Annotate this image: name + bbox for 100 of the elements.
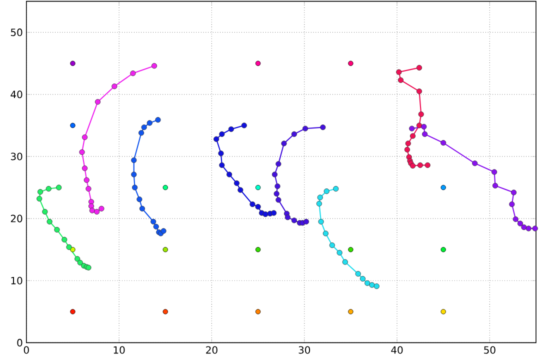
point bbox=[70, 309, 76, 314]
point bbox=[155, 117, 161, 123]
point bbox=[322, 230, 328, 236]
point bbox=[274, 190, 280, 197]
point bbox=[218, 150, 224, 156]
point bbox=[62, 236, 68, 242]
point bbox=[440, 246, 446, 252]
x-tick-label: 50 bbox=[484, 346, 496, 354]
point bbox=[472, 160, 478, 166]
point bbox=[234, 180, 240, 186]
point bbox=[517, 220, 524, 226]
point bbox=[214, 136, 220, 142]
point bbox=[492, 169, 498, 175]
point bbox=[70, 246, 76, 252]
point bbox=[416, 64, 422, 71]
point bbox=[54, 226, 60, 233]
point bbox=[409, 126, 415, 132]
point bbox=[364, 280, 370, 286]
point bbox=[318, 218, 324, 224]
y-tick-label: 30 bbox=[10, 152, 22, 160]
point bbox=[302, 126, 308, 132]
point bbox=[405, 140, 411, 146]
point bbox=[291, 131, 297, 137]
point bbox=[151, 63, 158, 69]
point bbox=[348, 246, 354, 252]
point bbox=[131, 172, 137, 178]
point bbox=[162, 184, 168, 190]
point bbox=[416, 122, 422, 128]
point bbox=[139, 206, 146, 212]
x-tick-label: 0 bbox=[24, 346, 29, 354]
point bbox=[132, 184, 138, 190]
point bbox=[255, 184, 261, 190]
point bbox=[146, 120, 152, 126]
point bbox=[250, 201, 256, 208]
point bbox=[130, 70, 136, 76]
point bbox=[521, 224, 527, 230]
point bbox=[281, 140, 287, 146]
y-tick-label: 50 bbox=[10, 28, 22, 36]
point bbox=[42, 208, 48, 215]
point bbox=[112, 84, 118, 90]
point bbox=[369, 282, 375, 288]
point bbox=[82, 165, 88, 172]
point bbox=[421, 124, 427, 130]
x-tick-label: 20 bbox=[206, 346, 218, 354]
point bbox=[509, 201, 515, 208]
point bbox=[255, 309, 261, 314]
point bbox=[228, 126, 234, 132]
point bbox=[317, 194, 323, 200]
point bbox=[70, 122, 76, 128]
point bbox=[226, 172, 232, 178]
point bbox=[241, 122, 247, 128]
point bbox=[162, 246, 168, 252]
point bbox=[291, 218, 297, 224]
point bbox=[82, 134, 88, 140]
point bbox=[532, 226, 538, 232]
point bbox=[526, 226, 532, 232]
point bbox=[324, 188, 330, 194]
point bbox=[422, 131, 428, 137]
point bbox=[150, 218, 156, 224]
point bbox=[136, 196, 142, 202]
point bbox=[329, 242, 335, 248]
point bbox=[342, 259, 348, 265]
point bbox=[374, 283, 380, 290]
point bbox=[153, 224, 159, 230]
point bbox=[355, 271, 361, 277]
point bbox=[131, 157, 137, 164]
point bbox=[84, 177, 90, 183]
point bbox=[284, 214, 290, 220]
point bbox=[270, 210, 277, 216]
point bbox=[70, 60, 76, 66]
point bbox=[255, 204, 261, 210]
point bbox=[492, 182, 498, 188]
point bbox=[440, 184, 446, 190]
point bbox=[404, 146, 410, 152]
point bbox=[98, 206, 104, 212]
point bbox=[56, 184, 62, 190]
point bbox=[162, 309, 168, 314]
point bbox=[262, 211, 268, 218]
point bbox=[416, 88, 422, 94]
point bbox=[46, 218, 52, 224]
y-tick-label: 20 bbox=[10, 214, 22, 222]
point bbox=[512, 216, 518, 222]
point bbox=[160, 228, 166, 234]
point bbox=[398, 77, 404, 83]
point bbox=[348, 60, 354, 66]
point bbox=[333, 186, 339, 192]
point bbox=[276, 161, 282, 167]
point bbox=[276, 197, 282, 203]
point bbox=[89, 208, 95, 214]
point bbox=[79, 149, 85, 155]
point bbox=[348, 309, 354, 314]
x-tick-label: 30 bbox=[298, 346, 310, 354]
point bbox=[417, 162, 423, 168]
point bbox=[272, 172, 278, 178]
point bbox=[66, 244, 72, 250]
y-tick-label: 10 bbox=[11, 276, 22, 284]
point bbox=[94, 99, 101, 105]
point bbox=[219, 131, 225, 137]
point bbox=[38, 189, 44, 195]
point bbox=[77, 260, 83, 266]
